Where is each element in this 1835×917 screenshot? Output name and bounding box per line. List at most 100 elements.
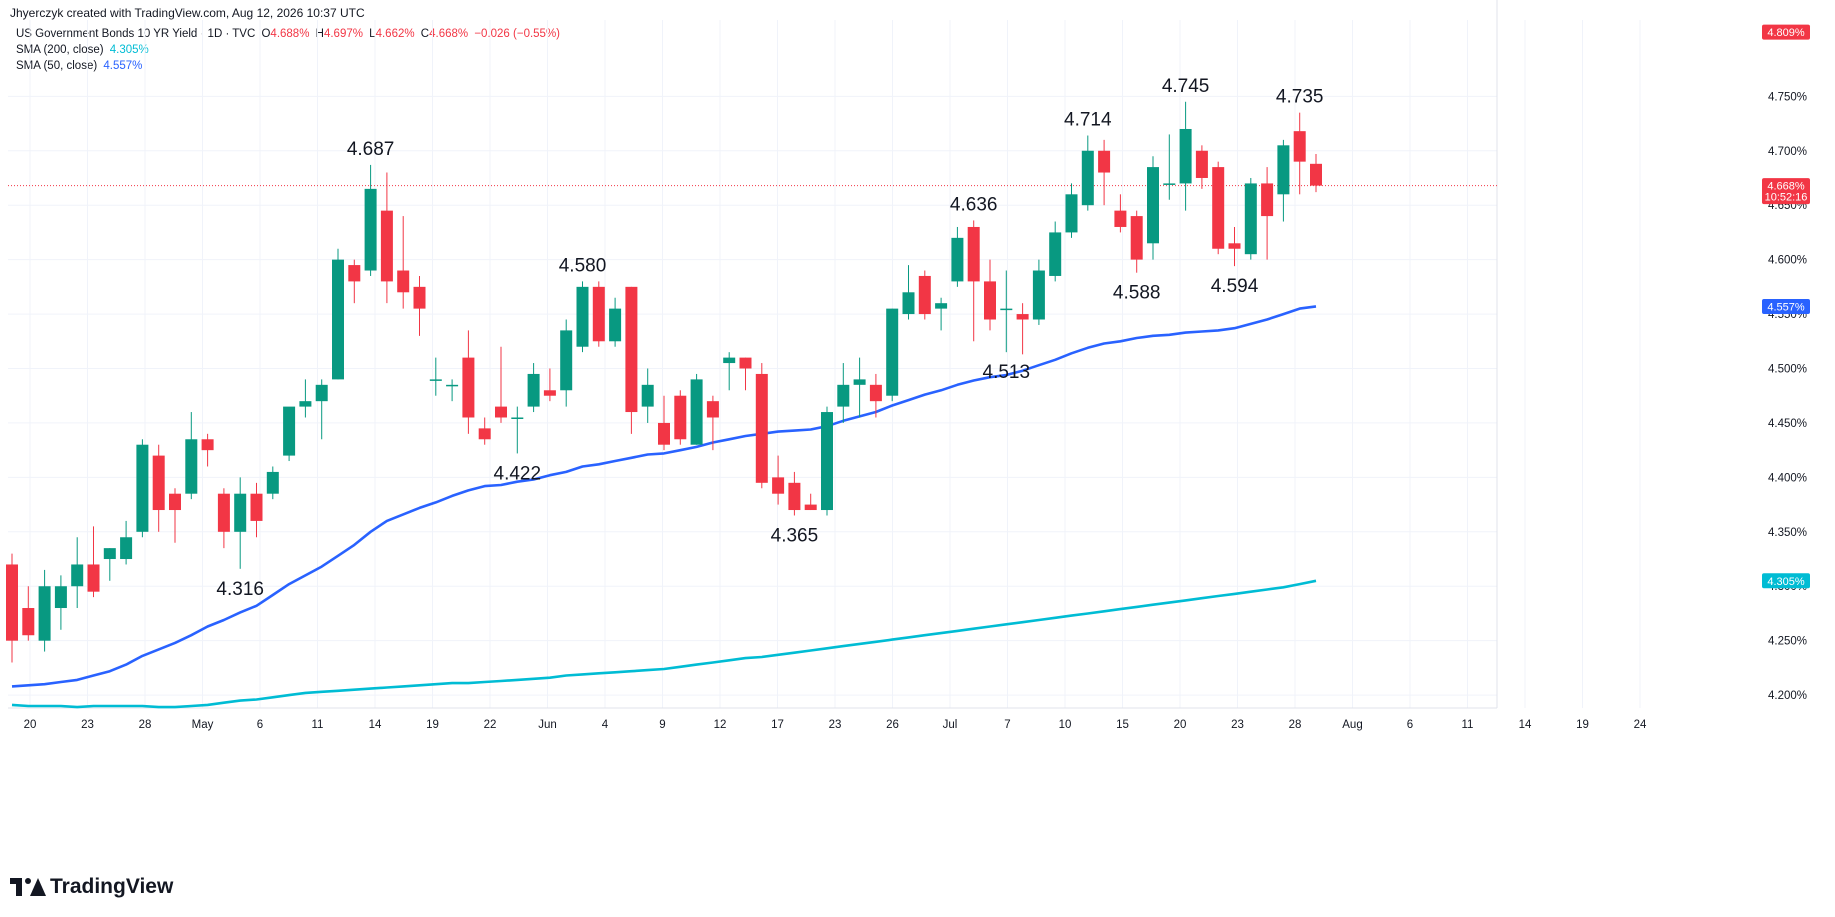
candle[interactable] xyxy=(821,406,833,516)
price-tag-label: 4.668% xyxy=(1767,181,1805,193)
candle[interactable] xyxy=(560,319,573,407)
candle[interactable] xyxy=(755,363,768,489)
candle[interactable] xyxy=(788,471,801,516)
candle[interactable] xyxy=(120,520,133,565)
candle[interactable] xyxy=(462,330,475,434)
y-tick-label: 4.400% xyxy=(1768,472,1807,484)
candle[interactable] xyxy=(217,488,230,549)
candle[interactable] xyxy=(1114,194,1127,233)
candle[interactable] xyxy=(250,482,263,538)
candle[interactable] xyxy=(902,265,915,320)
candle[interactable] xyxy=(739,357,752,391)
candle[interactable] xyxy=(495,346,507,423)
candle[interactable] xyxy=(136,439,149,538)
candle[interactable] xyxy=(185,412,198,500)
candle-body xyxy=(1244,183,1257,255)
candle[interactable] xyxy=(1000,270,1013,353)
candle[interactable] xyxy=(1147,156,1159,260)
candle[interactable] xyxy=(576,281,589,353)
candle[interactable] xyxy=(71,537,84,609)
x-tick-label: 23 xyxy=(829,719,842,731)
candle[interactable] xyxy=(853,357,866,418)
candle[interactable] xyxy=(609,297,622,347)
x-tick-label: Aug xyxy=(1342,719,1362,731)
candle[interactable] xyxy=(429,357,442,396)
candle[interactable] xyxy=(201,433,214,467)
price-annotation: 4.588 xyxy=(1113,283,1161,304)
candle[interactable] xyxy=(1244,177,1257,260)
candle-body xyxy=(283,406,296,456)
candle[interactable] xyxy=(1016,303,1029,355)
candle[interactable] xyxy=(1065,183,1078,238)
candle[interactable] xyxy=(658,395,670,451)
candle[interactable] xyxy=(984,259,996,331)
candle[interactable] xyxy=(22,586,35,641)
candle[interactable] xyxy=(1310,154,1322,193)
candle[interactable] xyxy=(1179,101,1192,211)
candle[interactable] xyxy=(804,493,817,511)
candle[interactable] xyxy=(397,216,410,309)
candle[interactable] xyxy=(54,575,67,630)
candle[interactable] xyxy=(706,395,719,451)
candle[interactable] xyxy=(511,406,524,454)
candle[interactable] xyxy=(1049,221,1062,282)
legend-sma50-row[interactable]: SMA (50, close) 4.557% xyxy=(16,60,145,72)
candle[interactable] xyxy=(951,226,964,287)
candle[interactable] xyxy=(967,220,980,342)
candle[interactable] xyxy=(918,270,931,320)
candle[interactable] xyxy=(332,248,344,380)
candle[interactable] xyxy=(348,259,361,304)
candle[interactable] xyxy=(478,417,491,445)
candle[interactable] xyxy=(869,373,882,418)
candle[interactable] xyxy=(152,444,165,532)
candle-body xyxy=(625,286,638,413)
candle[interactable] xyxy=(641,368,654,423)
candle[interactable] xyxy=(772,455,785,505)
candle[interactable] xyxy=(543,368,556,402)
candle[interactable] xyxy=(299,379,312,418)
candle[interactable] xyxy=(283,406,296,462)
candle[interactable] xyxy=(234,477,247,569)
candle[interactable] xyxy=(935,297,948,331)
candle[interactable] xyxy=(837,363,850,423)
candle[interactable] xyxy=(690,373,703,445)
candle[interactable] xyxy=(1081,135,1094,211)
candle[interactable] xyxy=(364,164,377,276)
candle[interactable] xyxy=(315,379,328,440)
candle[interactable] xyxy=(1130,210,1143,273)
candle[interactable] xyxy=(1195,145,1208,189)
candle[interactable] xyxy=(723,352,736,391)
candle[interactable] xyxy=(38,569,51,652)
sma50-line xyxy=(11,305,1317,688)
legend-sma200-value: 4.305% xyxy=(109,44,149,56)
candle[interactable] xyxy=(886,308,899,402)
candle[interactable] xyxy=(103,548,116,581)
candle[interactable] xyxy=(1032,259,1045,325)
candle[interactable] xyxy=(1293,112,1306,195)
candle[interactable] xyxy=(87,526,100,598)
legend-sma200-row[interactable]: SMA (200, close) 4.305% xyxy=(16,44,152,56)
candle[interactable] xyxy=(1277,139,1290,222)
legend-symbol-row[interactable]: US Government Bonds 10 YR Yield · 1D · T… xyxy=(16,28,563,40)
candle[interactable] xyxy=(380,172,393,304)
candle[interactable] xyxy=(6,553,18,663)
candle[interactable] xyxy=(413,275,426,336)
candle-body xyxy=(250,493,263,521)
candle[interactable] xyxy=(169,488,181,543)
candle[interactable] xyxy=(592,281,605,347)
candle[interactable] xyxy=(1261,167,1274,260)
candle[interactable] xyxy=(1212,161,1225,255)
tradingview-logo[interactable]: TradingView xyxy=(10,875,173,899)
candle[interactable] xyxy=(1163,134,1176,200)
candle-body xyxy=(22,608,35,636)
candle[interactable] xyxy=(674,390,687,445)
candle[interactable] xyxy=(625,286,638,434)
candle[interactable] xyxy=(446,379,459,402)
legend-o-label: O xyxy=(261,28,271,40)
candle[interactable] xyxy=(1098,139,1111,206)
candle-body xyxy=(527,373,540,407)
candle[interactable] xyxy=(1228,226,1241,267)
candle[interactable] xyxy=(527,363,540,413)
candle[interactable] xyxy=(266,466,279,500)
